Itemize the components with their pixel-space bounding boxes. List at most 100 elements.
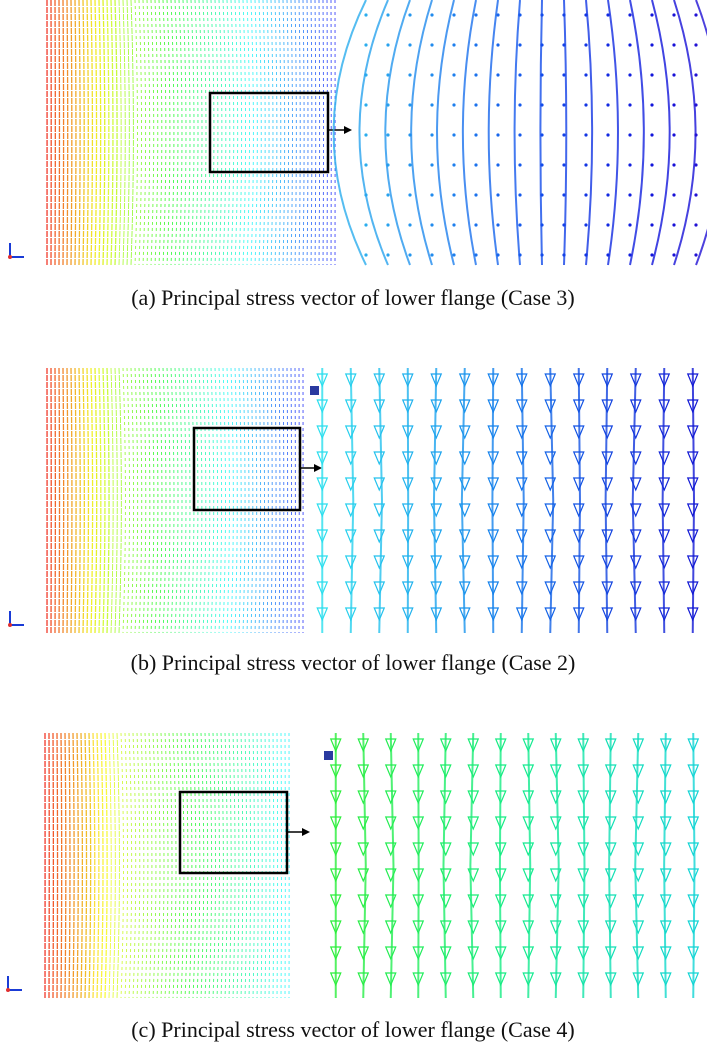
vector-head <box>601 555 614 570</box>
vector-head <box>401 425 414 440</box>
vector-head <box>357 764 370 779</box>
vector-head <box>373 373 386 388</box>
stress-vectors <box>98 367 102 634</box>
vector-head <box>601 451 614 466</box>
vector-head <box>577 920 590 935</box>
stress-vectors <box>204 732 209 999</box>
vector-head <box>601 425 614 440</box>
vector-node <box>672 193 676 197</box>
vector-node <box>408 163 412 167</box>
vector-head <box>658 425 671 440</box>
vector-head <box>601 581 614 596</box>
vector-head <box>604 738 617 753</box>
vector-node <box>496 253 500 257</box>
vector-node <box>430 223 434 227</box>
vector-node <box>430 163 434 167</box>
vector-node <box>628 103 632 107</box>
stress-vectors <box>234 0 239 266</box>
stress-vectors <box>358 0 389 266</box>
stress-vectors <box>180 732 185 999</box>
vector-node <box>408 103 412 107</box>
vector-node <box>584 13 588 17</box>
zoom-box <box>208 91 330 174</box>
vector-head <box>344 451 357 466</box>
stress-vectors <box>158 0 163 266</box>
vector-head <box>632 842 645 857</box>
stress-vectors <box>134 367 139 634</box>
vector-node <box>408 13 412 17</box>
vector-head <box>572 425 585 440</box>
stress-vectors <box>469 732 475 999</box>
vector-head <box>401 529 414 544</box>
stress-vectors <box>130 367 135 634</box>
vector-node <box>408 253 412 257</box>
stress-vectors <box>298 0 301 266</box>
stress-vectors <box>114 367 118 634</box>
stress-vectors <box>270 367 273 634</box>
vector-head <box>604 764 617 779</box>
stress-vectors <box>629 0 645 266</box>
vector-head <box>329 868 342 883</box>
vector-node <box>364 223 368 227</box>
vector-head <box>494 790 507 805</box>
vector-head <box>494 764 507 779</box>
vector-node <box>694 253 698 257</box>
vector-head <box>316 503 329 518</box>
vector-node <box>650 253 654 257</box>
vector-head <box>659 946 672 961</box>
vector-head <box>373 555 386 570</box>
vector-node <box>628 253 632 257</box>
stress-vectors <box>266 367 269 634</box>
vector-head <box>412 738 425 753</box>
vector-head <box>384 764 397 779</box>
vector-node <box>694 133 698 137</box>
stress-vectors <box>196 732 201 999</box>
stress-vectors <box>114 0 118 266</box>
vector-head <box>522 972 535 987</box>
vector-node <box>496 13 500 17</box>
vector-head <box>467 972 480 987</box>
vector-head <box>357 868 370 883</box>
stress-vectors <box>166 0 171 266</box>
vector-head <box>467 764 480 779</box>
stress-vectors <box>98 0 102 266</box>
vector-node <box>518 43 522 47</box>
vector-node <box>540 253 544 257</box>
vector-head <box>659 790 672 805</box>
vector-head <box>522 764 535 779</box>
vector-head <box>544 373 557 388</box>
stress-vectors <box>192 732 197 999</box>
stress-vectors <box>214 367 219 634</box>
vector-node <box>540 163 544 167</box>
vector-head <box>604 920 617 935</box>
plots <box>6 0 707 999</box>
vector-node <box>628 13 632 17</box>
stress-vectors <box>214 0 219 266</box>
vector-head <box>549 738 562 753</box>
vector-head <box>316 607 329 622</box>
stress-vectors <box>258 0 262 266</box>
vector-head <box>458 425 471 440</box>
stress-vectors <box>527 732 532 999</box>
vector-head <box>384 894 397 909</box>
stress-vectors <box>174 0 179 266</box>
stress-vectors <box>60 732 63 999</box>
vector-head <box>384 842 397 857</box>
stress-vectors <box>314 0 317 266</box>
stress-vectors <box>302 0 305 266</box>
vector-head <box>384 738 397 753</box>
vector-head <box>659 920 672 935</box>
vector-node <box>452 13 456 17</box>
vector-head <box>329 842 342 857</box>
vector-head <box>357 894 370 909</box>
vector-node <box>474 163 478 167</box>
vector-head <box>384 920 397 935</box>
vector-head <box>467 816 480 831</box>
caption: (c) Principal stress vector of lower fla… <box>131 1017 575 1042</box>
vector-head <box>658 581 671 596</box>
vector-node <box>694 193 698 197</box>
stress-vectors <box>172 732 177 999</box>
stress-vectors <box>110 0 114 266</box>
stress-vectors <box>144 732 149 999</box>
vector-head <box>401 503 414 518</box>
